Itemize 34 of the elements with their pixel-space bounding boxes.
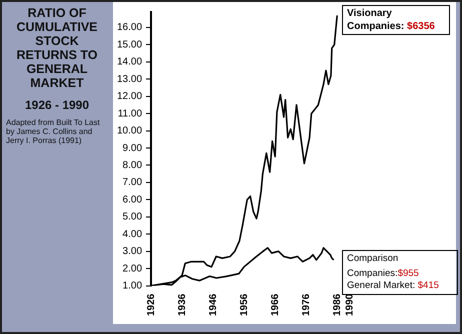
y-tick-label: 4.00: [122, 228, 142, 240]
annotation: Visionary Companies:: [347, 8, 404, 32]
y-tick-label: 7.00: [122, 177, 142, 188]
x-tick-label: 1986: [332, 293, 343, 316]
annotation: $6356: [407, 21, 435, 32]
y-tick-label: 5.00: [122, 212, 142, 223]
y-tick-label: 11.00: [118, 108, 142, 120]
y-tick-label: 8.00: [122, 160, 142, 171]
y-tick-label: 6.00: [122, 194, 142, 206]
annotation: $955: [398, 268, 419, 279]
y-tick-label: 10.00: [116, 126, 142, 137]
y-tick-label: 12.00: [116, 91, 142, 102]
annotation: General Market:: [347, 280, 416, 291]
x-tick-label: 1976: [300, 293, 312, 316]
y-tick-label: 9.00: [122, 142, 142, 154]
x-tick-label: 1966: [270, 293, 281, 316]
annotation: $415: [418, 280, 439, 291]
x-tick-label: 1936: [176, 293, 188, 316]
y-tick-label: 16.00: [116, 22, 142, 34]
text: 1926 - 1990: [24, 98, 90, 112]
text: Adapted from Built To Last by James C. Collins and Jerry I. Porras (1991): [5, 118, 101, 145]
y-tick-label: 15.00: [116, 39, 142, 50]
y-tick-label: 2.00: [122, 263, 142, 274]
annotation: Companies:: [347, 268, 398, 279]
annotation: Comparison: [347, 253, 398, 264]
y-tick-label: 14.00: [116, 56, 142, 68]
x-tick-label: 1926: [146, 293, 157, 316]
x-tick-label: 1956: [238, 293, 250, 316]
x-tick-label: 1946: [208, 293, 219, 316]
x-tick-label: 1990: [344, 293, 356, 316]
y-tick-label: 3.00: [122, 246, 142, 258]
text: RATIO OF CUMULATIVE STOCK RETURNS TO GENERAL MARKET: [15, 6, 99, 90]
y-tick-label: 1.00: [122, 280, 142, 292]
y-tick-label: 13.00: [116, 74, 142, 85]
